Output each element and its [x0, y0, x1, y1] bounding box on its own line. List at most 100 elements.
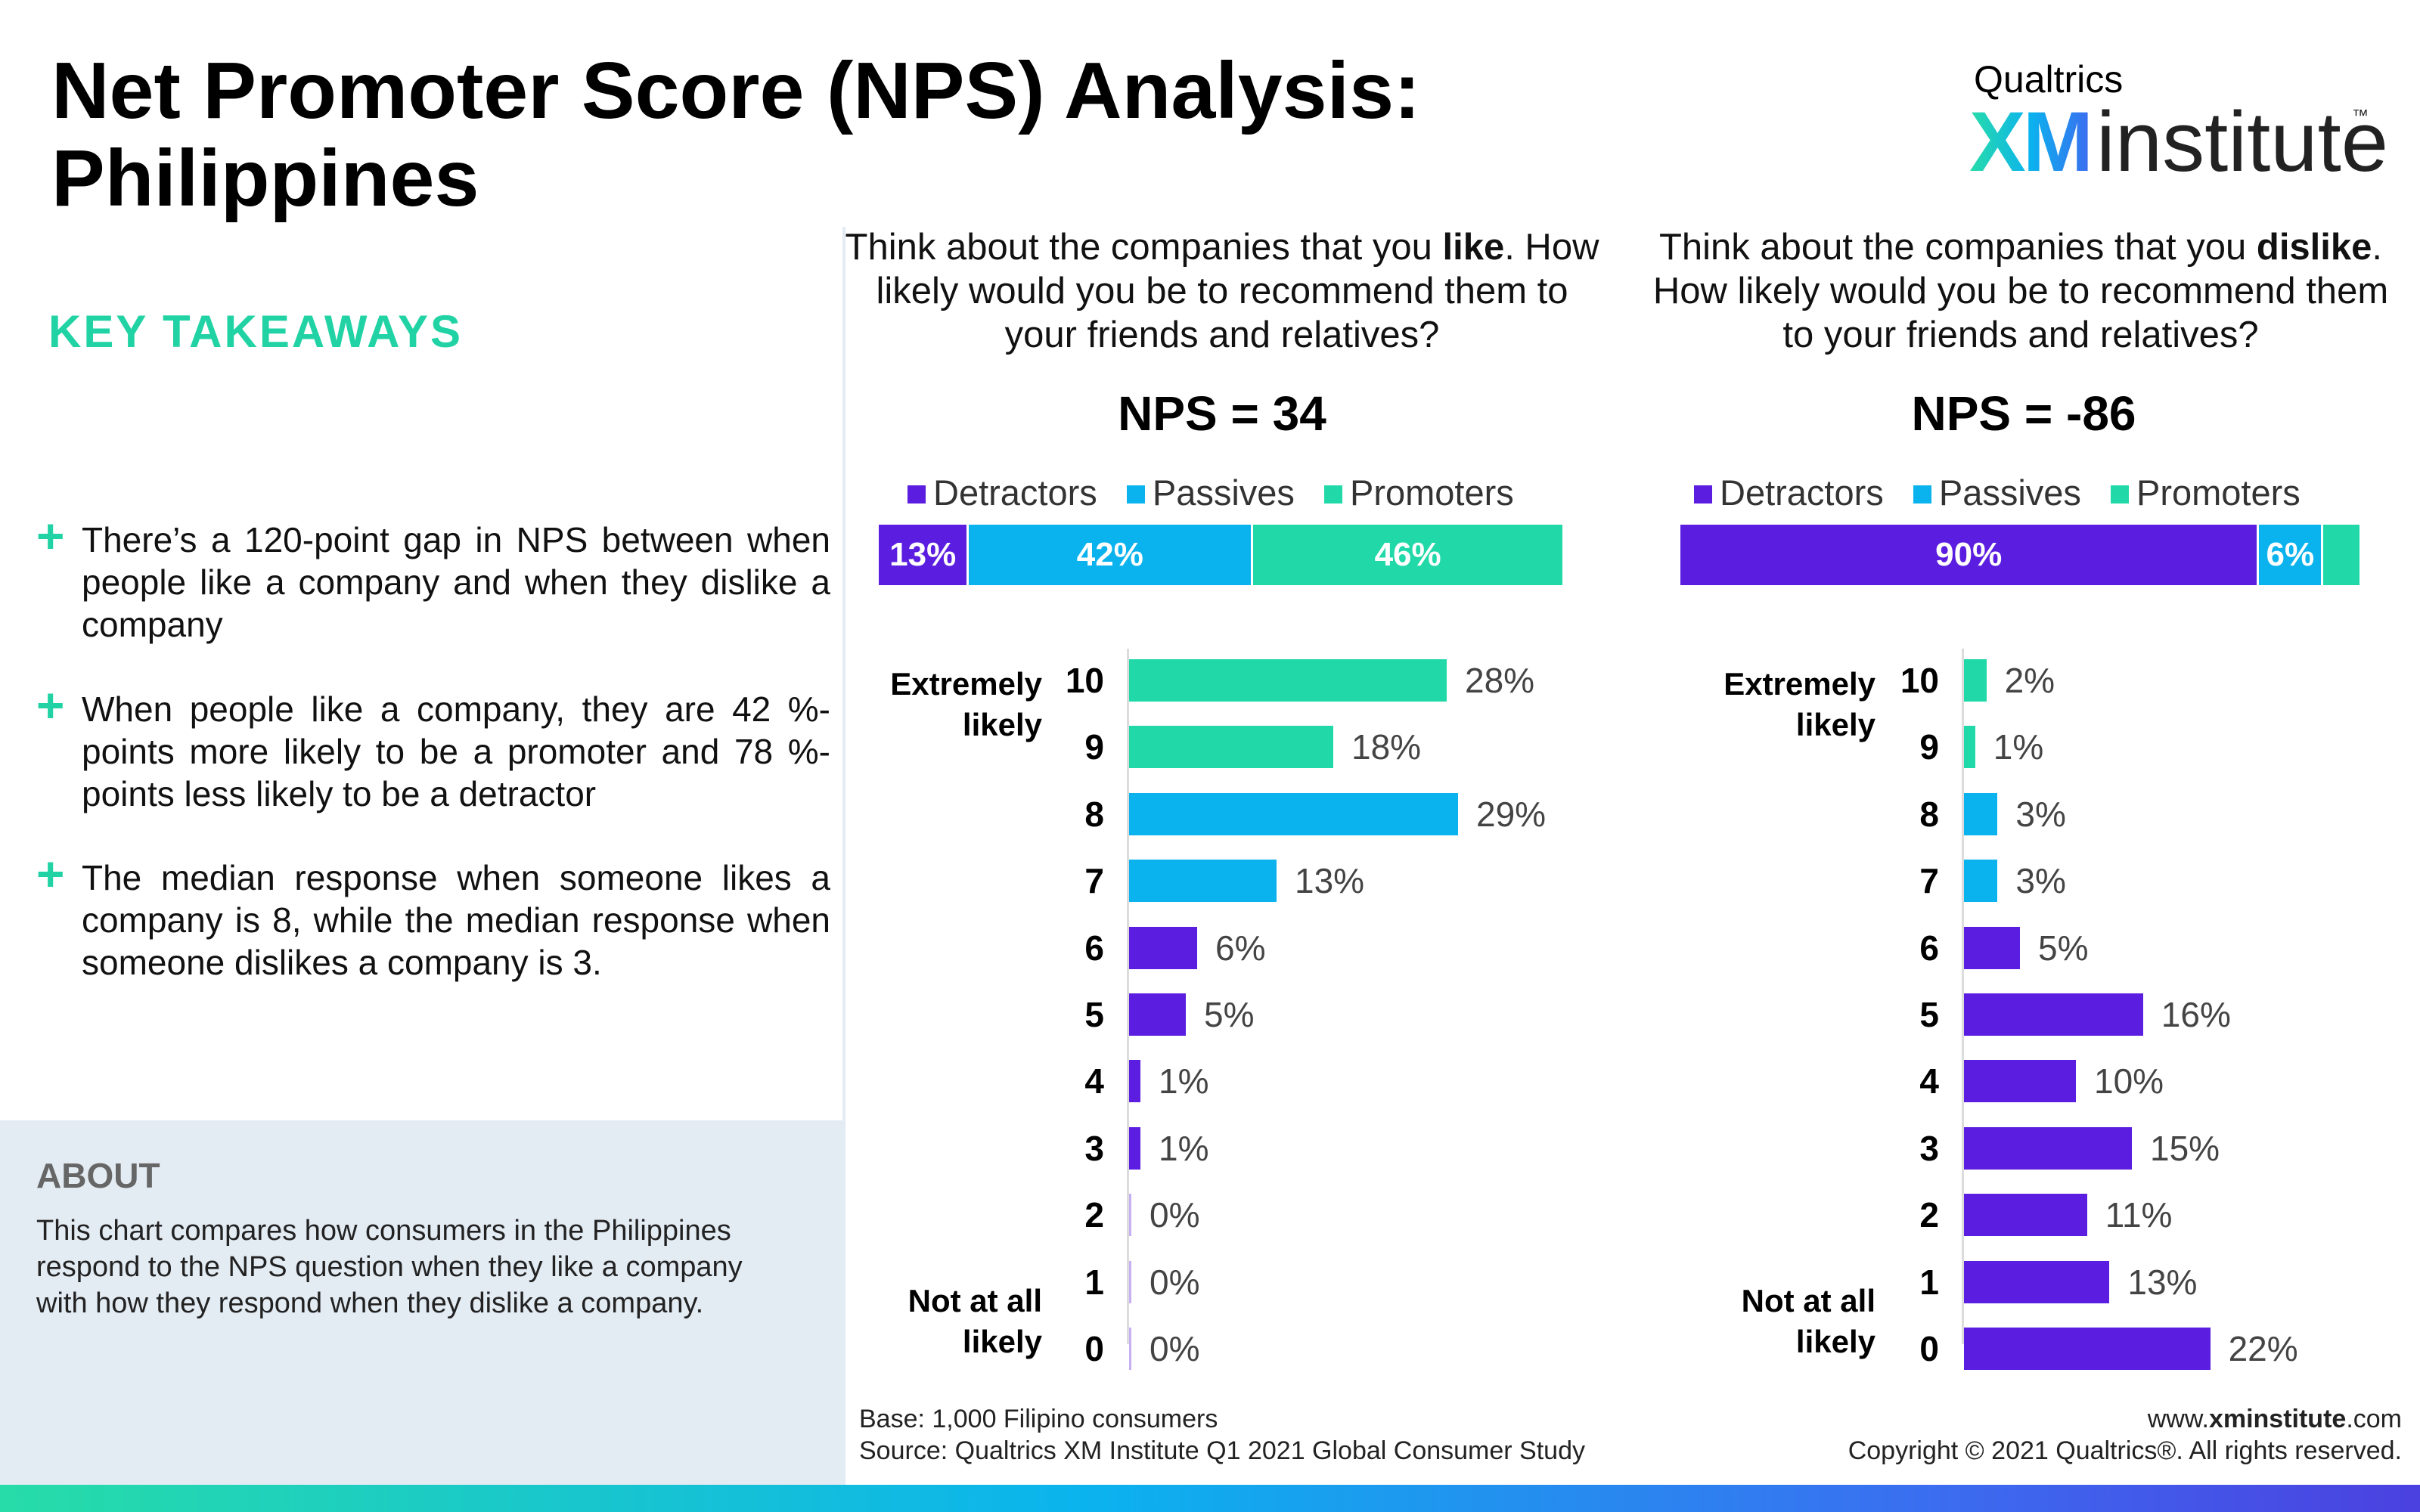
bar-row: 4 10% — [1879, 1060, 2408, 1103]
legend-item: Passives — [1126, 472, 1295, 513]
legend-swatch-passives — [1913, 485, 1931, 503]
bar — [1964, 792, 1998, 835]
legend-item: Detractors — [1694, 472, 1884, 513]
value-label: 16% — [2161, 995, 2231, 1034]
trademark-mark: ™ — [2352, 106, 2369, 125]
brand-logo-institute: institute — [2096, 94, 2388, 189]
bar-row: 8 29% — [1044, 792, 1618, 835]
stack-segment-detractors: 90% — [1680, 525, 2257, 585]
plus-icon: + — [36, 509, 65, 563]
legend-label: Promoters — [1349, 472, 1514, 513]
bar — [1964, 993, 2143, 1036]
bar-row: 4 1% — [1044, 1060, 1618, 1103]
brand-wordmark-top: Qualtrics — [1974, 58, 2124, 101]
value-label: 18% — [1351, 727, 1422, 767]
legend-label: Passives — [1938, 472, 2081, 513]
bar-row: 3 15% — [1879, 1126, 2408, 1170]
source-note: Source: Qualtrics XM Institute Q1 2021 G… — [859, 1436, 1586, 1465]
stack-segment-passives: 42% — [966, 525, 1252, 585]
nps-stack-like: 13% 42% 46% — [879, 525, 1562, 585]
bar — [1129, 993, 1186, 1036]
about-heading: ABOUT — [36, 1156, 160, 1195]
value-label: 0% — [1150, 1329, 1200, 1368]
value-label: 15% — [2150, 1128, 2220, 1168]
website-link[interactable]: www.xminstitute.com — [2148, 1403, 2402, 1435]
axis-line — [1962, 649, 1964, 1344]
bar-row: 2 0% — [1044, 1194, 1618, 1237]
bar-row: 10 28% — [1044, 659, 1618, 702]
column-divider — [842, 227, 845, 1485]
bar-row: 9 18% — [1044, 726, 1618, 769]
legend-swatch-detractors — [1694, 485, 1712, 503]
page-title: Net Promoter Score (NPS) Analysis: Phili… — [51, 46, 1421, 223]
bar-row: 0 0% — [1044, 1328, 1618, 1370]
bar-row: 1 13% — [1879, 1260, 2408, 1303]
score-label: 6 — [1919, 928, 1939, 968]
brand-logo: XMinstitute — [1969, 97, 2388, 187]
score-label: 3 — [1084, 1128, 1104, 1168]
stack-segment-promoters: 46% — [1251, 525, 1562, 585]
score-label: 0 — [1919, 1329, 1939, 1368]
value-label: 1% — [1159, 1061, 1209, 1101]
bar — [1964, 926, 2020, 969]
score-label: 1 — [1919, 1262, 1939, 1302]
value-label: 1% — [1993, 727, 2044, 767]
legend-dislike: Detractors Passives Promoters — [1694, 472, 2320, 513]
question-dislike: Think about the companies that you disli… — [1643, 225, 2399, 357]
score-label: 2 — [1919, 1195, 1939, 1235]
legend-item: Promoters — [1323, 472, 1514, 513]
base-note: Base: 1,000 Filipino consumers — [859, 1405, 1218, 1433]
bar — [1964, 1060, 2076, 1103]
about-text: This chart compares how consumers in the… — [36, 1215, 743, 1319]
bar-row: 10 2% — [1879, 659, 2408, 702]
brand-logo-xm: XM — [1969, 94, 2093, 189]
value-label: 28% — [1465, 661, 1535, 700]
bar — [1129, 792, 1458, 835]
stack-segment-promoters — [2321, 525, 2360, 585]
nps-score-dislike: NPS = -86 — [1911, 386, 2136, 441]
bar — [1129, 926, 1197, 969]
key-takeaways-heading: KEY TAKEAWAYS — [48, 306, 464, 357]
value-label: 3% — [2015, 794, 2066, 834]
score-label: 7 — [1919, 861, 1939, 901]
site-pre: www. — [2147, 1405, 2209, 1433]
question-emphasis: like — [1442, 227, 1505, 268]
takeaway-text: There’s a 120-point gap in NPS between w… — [82, 520, 830, 644]
plus-icon: + — [36, 847, 65, 901]
bar — [1129, 1328, 1131, 1370]
plus-icon: + — [36, 678, 65, 733]
bar — [1964, 1126, 2132, 1170]
value-label: 3% — [2015, 861, 2066, 901]
score-label: 8 — [1919, 794, 1939, 834]
value-label: 1% — [1159, 1128, 1209, 1168]
scale-label-top: Extremely likely — [890, 666, 1042, 742]
bar — [1129, 726, 1333, 769]
score-label: 4 — [1084, 1061, 1104, 1101]
value-label: 13% — [1295, 861, 1365, 901]
stack-segment-passives: 6% — [2257, 525, 2322, 585]
legend-swatch-passives — [1126, 485, 1145, 503]
takeaway-text: The median response when someone likes a… — [82, 858, 830, 982]
bar — [1964, 860, 1998, 903]
question-post: . How likely would you be to recommend t… — [876, 227, 1599, 355]
scale-label-bottom: Not at all likely — [908, 1283, 1042, 1359]
legend-swatch-promoters — [2110, 485, 2129, 503]
nps-score-like: NPS = 34 — [1118, 386, 1326, 441]
site-post: .com — [2346, 1405, 2402, 1433]
value-label: 5% — [1204, 995, 1255, 1034]
bar-row: 8 3% — [1879, 792, 2408, 835]
score-label: 6 — [1084, 928, 1104, 968]
stack-segment-detractors: 13% — [879, 525, 967, 585]
score-label: 10 — [1065, 661, 1104, 700]
value-label: 11% — [2105, 1195, 2173, 1235]
bar — [1129, 1060, 1140, 1103]
score-label: 4 — [1919, 1061, 1939, 1101]
value-label: 29% — [1476, 794, 1547, 834]
score-label: 8 — [1084, 794, 1104, 834]
bar — [1964, 1260, 2110, 1303]
copyright: Copyright © 2021 Qualtrics®. All rights … — [1848, 1436, 2402, 1465]
legend-swatch-detractors — [908, 485, 926, 503]
site-bold: xminstitute — [2208, 1405, 2347, 1433]
bar — [1129, 860, 1277, 903]
bar-row: 6 5% — [1879, 926, 2408, 969]
